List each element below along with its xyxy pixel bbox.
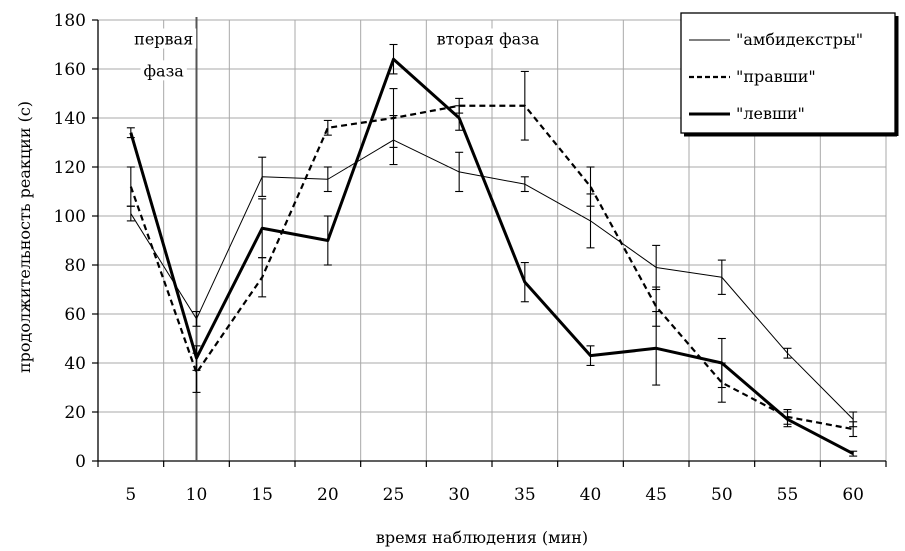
x-tick-label: 45 — [645, 485, 667, 505]
x-tick-label: 30 — [448, 485, 470, 505]
series-layer — [126, 43, 858, 457]
x-axis-title: время наблюдения (мин) — [376, 528, 588, 547]
y-axis-title: продолжительность реакции (с) — [15, 101, 34, 373]
series-line — [130, 139, 854, 420]
annotation-bg — [131, 28, 197, 49]
annotation-label: первая — [134, 30, 193, 49]
x-tick-label: 20 — [317, 485, 339, 505]
y-tick-label: 60 — [64, 305, 86, 325]
legend-label: "амбидекстры" — [736, 30, 863, 49]
y-tick-label: 0 — [75, 452, 86, 472]
y-tick-label: 40 — [64, 354, 86, 374]
x-tick-label: 35 — [514, 485, 536, 505]
x-tick-label: 40 — [580, 485, 602, 505]
annotations: первая фаза вторая фаза — [131, 28, 543, 81]
legend: "амбидекстры" "правши" "левши" — [680, 12, 899, 137]
y-tick-label: 180 — [54, 11, 86, 31]
x-tick-label: 10 — [186, 485, 208, 505]
y-tick-label: 120 — [54, 158, 86, 178]
y-tick-label: 160 — [54, 60, 86, 80]
x-tick-label: 55 — [777, 485, 799, 505]
y-tick-label: 140 — [54, 109, 86, 129]
x-tick-label: 60 — [842, 485, 864, 505]
series-line — [129, 104, 854, 431]
x-tick-label: 15 — [251, 485, 273, 505]
x-tick-label: 5 — [125, 485, 136, 505]
y-tick-label: 100 — [54, 207, 86, 227]
y-tick-label: 20 — [64, 403, 86, 423]
series-thick — [126, 43, 858, 457]
legend-label: "правши" — [736, 67, 816, 86]
annotation-label: фаза — [144, 61, 185, 80]
annotation-label: вторая фаза — [437, 30, 540, 49]
legend-label: "левши" — [736, 104, 805, 123]
y-tick-label: 80 — [64, 256, 86, 276]
annotation-bg — [140, 60, 187, 81]
series-line — [129, 57, 854, 455]
x-tick-label: 50 — [711, 485, 733, 505]
x-tick-label: 25 — [383, 485, 405, 505]
annotation-bg — [433, 28, 543, 49]
axes: 0 20 40 60 80 100 120 140 160 180 5 10 15 20 25 30 35 40 4… — [54, 11, 887, 505]
